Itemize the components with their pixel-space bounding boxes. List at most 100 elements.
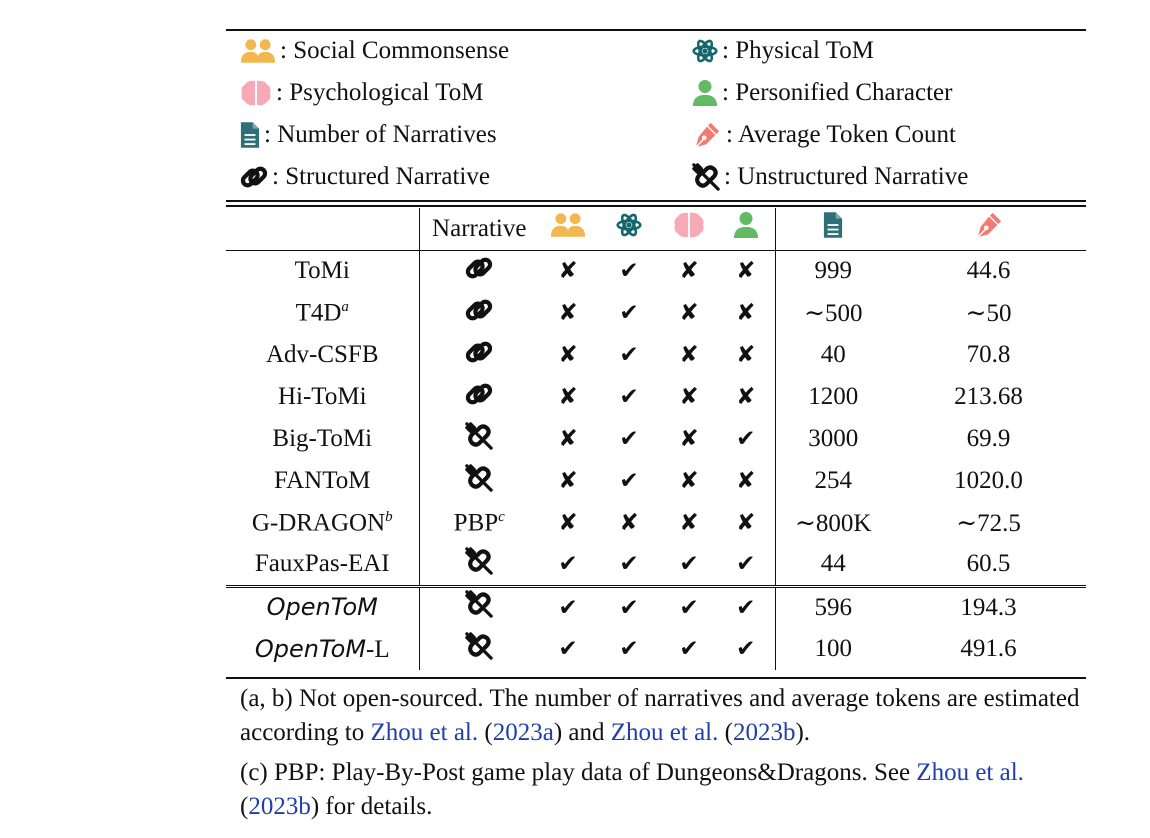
physical-mark: ✔: [619, 551, 639, 578]
psych-mark: ✘: [679, 468, 699, 494]
psych-mark: ✔: [679, 551, 699, 578]
narrative-type: PBPc: [453, 508, 505, 537]
dataset-name: Adv-CSFB: [226, 334, 420, 376]
legend-structured-label: : Structured Narrative: [272, 163, 490, 190]
person-mark: ✔: [717, 628, 776, 670]
person-mark: ✘: [717, 502, 776, 544]
avg-tokens: 194.3: [891, 584, 1086, 628]
physical-mark: ✔: [619, 300, 639, 326]
physical-tom-icon: [692, 38, 718, 64]
legend-num-label: : Number of Narratives: [264, 121, 497, 148]
narrative-type: [419, 292, 539, 334]
dataset-name: FANToM: [226, 460, 420, 502]
dataset-name: OpenToM: [226, 584, 420, 628]
citation-link[interactable]: Zhou et al.: [610, 719, 719, 746]
social-commonsense-icon: [240, 38, 276, 64]
unlink-icon: [465, 590, 493, 618]
legend-average-token-count: : Average Token Count: [692, 115, 956, 155]
social-mark: ✘: [558, 510, 578, 536]
link-icon: [465, 380, 493, 408]
social-mark: ✘: [558, 342, 578, 368]
table-row: Adv-CSFB ✘ ✔ ✘ ✘ 40 70.8: [226, 334, 1086, 376]
citation-link[interactable]: Zhou et al.: [370, 719, 479, 746]
num-narratives: ∼800K: [794, 510, 872, 537]
num-narratives: 44: [820, 550, 846, 578]
document-icon: [823, 211, 843, 239]
social-mark: ✘: [558, 426, 578, 452]
citation-year-link[interactable]: 2023b: [248, 793, 311, 820]
comparison-table: Narrative ToMi ✘ ✔ ✘ ✘ 999 44.6 T4Da ✘ ✔ ✘ ✘ ∼500 ∼50…: [226, 208, 1086, 670]
table-row: FANToM ✘ ✔ ✘ ✘ 254 1020.0: [226, 460, 1086, 502]
narrative-header: Narrative: [419, 208, 539, 251]
avg-tokens: 70.8: [966, 341, 1011, 368]
num-narratives: 1200: [808, 383, 859, 410]
person-mark: ✘: [717, 376, 776, 418]
person-mark: ✔: [717, 544, 776, 586]
person-mark: ✔: [717, 584, 776, 628]
social-mark: ✘: [558, 384, 578, 410]
legend-number-of-narratives: : Number of Narratives: [240, 115, 497, 155]
personified-character-icon: [733, 211, 759, 239]
citation-link[interactable]: Zhou et al.: [916, 759, 1024, 786]
dataset-name: FauxPas-EAI: [226, 544, 420, 586]
physical-mark: ✔: [619, 384, 639, 410]
note-ab: (a, b) Not open-sourced. The number of n…: [240, 685, 1080, 746]
avg-tokens: 60.5: [966, 550, 1011, 578]
social-mark: ✔: [558, 551, 578, 578]
top-rule: [226, 29, 1086, 31]
physical-mark: ✔: [619, 636, 639, 662]
num-narratives: 3000: [808, 425, 859, 452]
avg-tokens: 69.9: [966, 425, 1011, 452]
header-row: Narrative: [226, 208, 1086, 251]
num-narratives: 100: [814, 635, 853, 662]
avg-tokens: 1020.0: [954, 467, 1023, 494]
person-mark: ✘: [717, 250, 776, 292]
table-row: OpenToM-L ✔ ✔ ✔ ✔ 100 491.6: [226, 628, 1086, 670]
table-row: T4Da ✘ ✔ ✘ ✘ ∼500 ∼50: [226, 292, 1086, 334]
citation-year-link[interactable]: 2023b: [732, 719, 796, 746]
psych-mark: ✘: [679, 510, 699, 536]
psych-mark: ✘: [679, 426, 699, 452]
psychological-tom-icon: [240, 79, 272, 107]
num-narratives: ∼500: [804, 300, 863, 327]
physical-mark: ✔: [619, 258, 639, 285]
citation-year-link[interactable]: 2023a: [492, 719, 554, 746]
narrative-type: [419, 250, 539, 292]
legend-psychological-tom: : Psychological ToM: [240, 73, 484, 113]
psych-mark: ✘: [679, 384, 699, 410]
table-row: FauxPas-EAI ✔ ✔ ✔ ✔ 44 60.5: [226, 544, 1086, 586]
unlink-icon: [465, 464, 493, 492]
physical-mark: ✔: [619, 468, 639, 494]
narrative-type: [419, 628, 539, 670]
link-icon: [465, 338, 493, 366]
physical-mark: ✔: [619, 342, 639, 368]
psych-mark: ✔: [661, 584, 717, 628]
unlink-icon: [465, 547, 493, 575]
avg-tokens: 491.6: [960, 635, 1017, 662]
legend-unstructured-label: : Unstructured Narrative: [724, 163, 969, 190]
person-mark: ✘: [717, 460, 776, 502]
legend-token-label: : Average Token Count: [726, 121, 956, 148]
personified-character-icon: [692, 79, 718, 107]
avg-tokens: ∼50: [965, 300, 1012, 327]
table-row: Hi-ToMi ✘ ✔ ✘ ✘ 1200 213.68: [226, 376, 1086, 418]
table-row: G-DRAGONb PBPc ✘ ✘ ✘ ✘ ∼800K ∼72.5: [226, 502, 1086, 544]
physical-tom-icon: [616, 212, 642, 238]
num-narratives: 596: [775, 584, 891, 628]
table-notes: (a, b) Not open-sourced. The number of n…: [240, 682, 1080, 830]
person-mark: ✔: [717, 418, 776, 460]
social-mark: ✔: [558, 636, 578, 662]
dataset-name: OpenToM-L: [226, 628, 420, 670]
narrative-type: [419, 376, 539, 418]
legend-rule-2: [226, 205, 1086, 207]
pen-icon: [974, 211, 1004, 239]
narrative-type: [419, 418, 539, 460]
person-mark: ✘: [717, 334, 776, 376]
physical-mark: ✔: [619, 426, 639, 452]
legend-psych-label: : Psychological ToM: [276, 79, 484, 106]
physical-mark: ✔: [597, 584, 661, 628]
legend-social-commonsense: : Social Commonsense: [240, 31, 509, 71]
legend-physical-label: : Physical ToM: [722, 37, 874, 64]
narrative-type: [419, 544, 539, 586]
legend-social-label: : Social Commonsense: [280, 37, 510, 64]
